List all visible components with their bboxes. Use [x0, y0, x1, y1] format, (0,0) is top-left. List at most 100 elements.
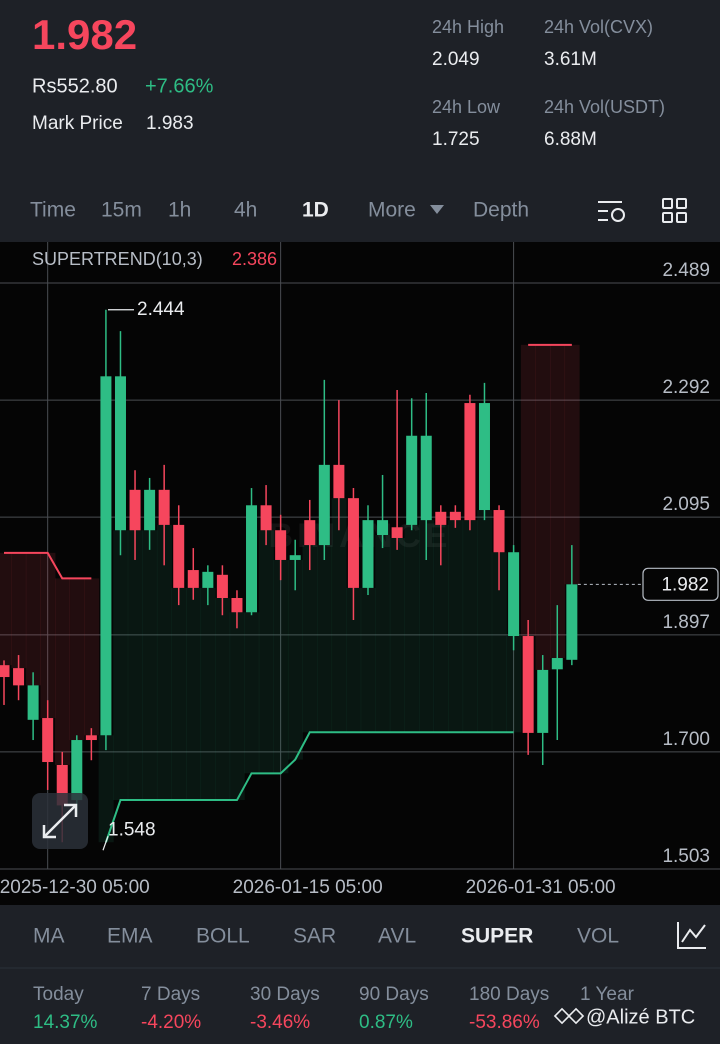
candle-body	[114, 376, 126, 531]
chart-settings-icon[interactable]	[598, 201, 625, 222]
trend-fill	[200, 587, 216, 801]
candle-body	[464, 403, 476, 521]
last-price-tag-label: 1.982	[661, 574, 709, 595]
layout-icon[interactable]	[662, 198, 687, 223]
trend-fill	[360, 587, 376, 733]
trend-fill	[156, 524, 172, 801]
y-tick-label: 1.503	[662, 846, 710, 867]
chart-type-icon[interactable]	[677, 922, 706, 949]
candle-body	[56, 764, 68, 806]
candle-body	[27, 685, 39, 720]
mark-price-label: Mark Price	[32, 113, 123, 134]
min-label: 1.548	[108, 819, 156, 840]
trend-fill	[186, 587, 202, 801]
candle-body	[406, 435, 418, 525]
stat-label: 24h Vol(CVX)	[544, 17, 653, 37]
trend-fill	[171, 587, 187, 801]
stat-label: 24h Vol(USDT)	[544, 97, 665, 117]
interval-tab[interactable]: Depth	[473, 199, 529, 222]
indicator-tab[interactable]: EMA	[107, 925, 153, 948]
trend-fill	[302, 545, 318, 733]
trend-fill	[520, 344, 536, 637]
candle-body	[187, 570, 199, 588]
indicator-tab[interactable]: SUPER	[461, 925, 533, 948]
max-label: 2.444	[137, 299, 185, 320]
candle-body	[144, 489, 156, 531]
interval-tab[interactable]: Time	[30, 199, 76, 222]
trend-fill	[127, 530, 143, 801]
interval-tab[interactable]: More	[368, 199, 416, 222]
indicator-tab[interactable]: AVL	[378, 925, 416, 948]
period-label: 1 Year	[580, 984, 635, 1005]
trend-fill	[535, 344, 551, 670]
indicator-tab[interactable]: BOLL	[196, 925, 250, 948]
candle-body	[420, 435, 432, 521]
candle-body	[478, 403, 490, 511]
candle-body	[508, 552, 520, 637]
indicator-tab[interactable]: SAR	[293, 925, 336, 948]
y-tick-label: 2.292	[662, 377, 710, 398]
trend-fill	[564, 344, 580, 585]
trend-fill	[404, 524, 420, 733]
x-tick-label: 2026-01-15 05:00	[233, 877, 383, 898]
trend-fill	[462, 520, 478, 733]
interval-tab[interactable]: 15m	[101, 199, 142, 222]
period-change: -3.46%	[250, 1012, 310, 1033]
interval-tab[interactable]: 1h	[168, 199, 191, 222]
candle-body	[391, 527, 403, 538]
trend-fill	[215, 597, 231, 801]
trend-fill	[389, 537, 405, 733]
last-price-tag	[642, 567, 719, 601]
period-change: -53.86%	[469, 1012, 540, 1033]
trend-fill	[287, 559, 303, 760]
trend-fill	[506, 636, 522, 733]
stat-value: 3.61M	[544, 49, 597, 70]
stat-value: 6.88M	[544, 129, 597, 150]
trend-fill	[69, 578, 85, 741]
indicator-tab[interactable]: MA	[33, 925, 65, 948]
stat-label: 24h Low	[432, 97, 501, 117]
candle-body	[551, 658, 563, 670]
x-tick-label: 2025-12-30 05:00	[0, 877, 150, 898]
trend-fill	[491, 552, 507, 733]
trend-fill	[433, 524, 449, 733]
supertrend-line	[104, 731, 514, 843]
candle-body	[566, 584, 578, 660]
interval-tab[interactable]: 1D	[302, 199, 329, 222]
candle-body	[435, 511, 447, 525]
indicator-tab[interactable]: VOL	[577, 925, 619, 948]
candle-body	[246, 505, 258, 613]
candle-body	[173, 524, 185, 588]
stat-value: 1.725	[432, 129, 480, 150]
y-tick-label: 2.489	[662, 260, 710, 281]
candle-body	[275, 530, 287, 560]
expand-button[interactable]	[32, 793, 88, 849]
trend-fill	[273, 559, 289, 774]
candle-body	[347, 498, 359, 588]
period-label: 180 Days	[469, 984, 549, 1005]
candle-body	[0, 665, 10, 678]
trend-fill	[84, 578, 100, 736]
candle-body	[522, 636, 534, 733]
trend-fill	[317, 545, 333, 733]
indicator-value: 2.386	[232, 249, 277, 269]
trend-fill	[346, 587, 362, 733]
y-tick-label: 2.095	[662, 494, 710, 515]
period-change: 0.87%	[359, 1012, 413, 1033]
interval-tab[interactable]: 4h	[234, 199, 257, 222]
candle-body	[333, 464, 345, 499]
candle-body	[216, 574, 228, 598]
candle-body	[493, 510, 505, 553]
candle-body	[260, 505, 272, 531]
trend-fill	[229, 612, 245, 801]
candle-body	[71, 740, 83, 801]
dropdown-caret	[430, 205, 444, 214]
candle-body	[158, 489, 170, 525]
trend-fill	[113, 530, 129, 801]
candle-body	[100, 376, 112, 736]
candle-body	[231, 597, 243, 613]
supertrend-line	[4, 343, 572, 580]
